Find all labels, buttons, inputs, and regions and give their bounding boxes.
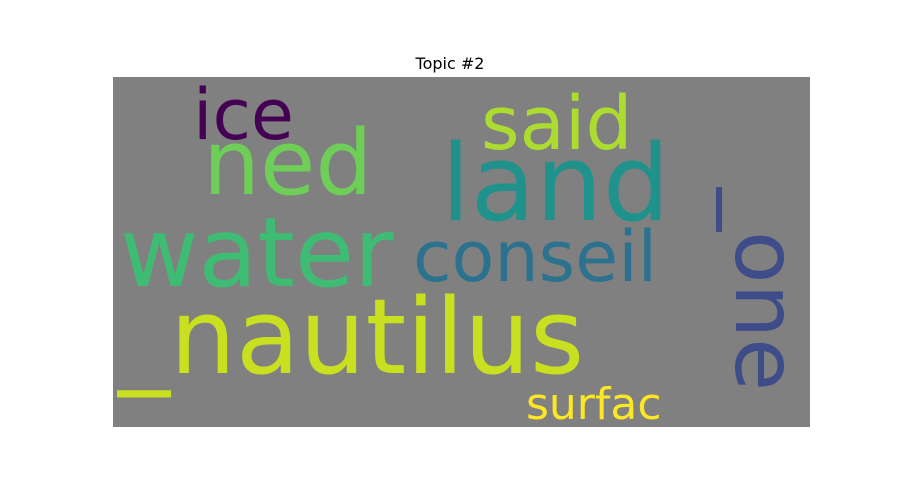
word-nautilus: _nautilus <box>118 276 585 398</box>
word-ice: ice <box>193 77 295 156</box>
word-conseil: conseil <box>413 216 658 298</box>
word-surfac: surfac <box>526 379 662 427</box>
word-said: said <box>481 81 633 167</box>
figure-title: Topic #2 <box>415 54 485 73</box>
word-water: water <box>120 197 394 309</box>
word-land: land <box>441 122 670 245</box>
word-one: _one <box>715 188 810 392</box>
word-cloud: _nautilus land water ned conseil said ic… <box>113 77 810 427</box>
word-ned: ned <box>203 111 373 216</box>
